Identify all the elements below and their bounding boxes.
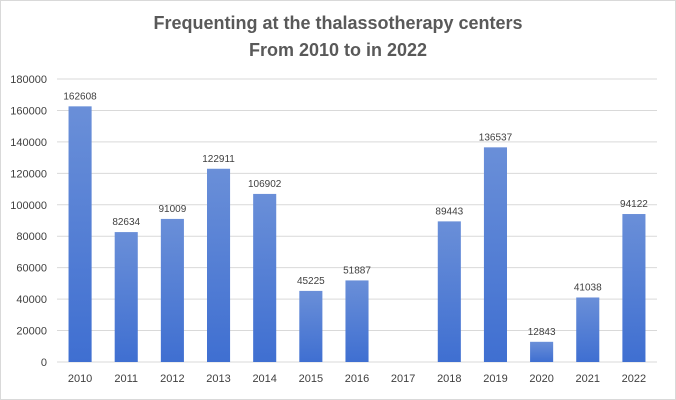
x-tick-label-2022: 2022 xyxy=(622,373,646,385)
y-tick-label: 140000 xyxy=(10,137,47,149)
x-tick-label-2017: 2017 xyxy=(391,373,415,385)
data-label-2014: 106902 xyxy=(248,179,282,190)
data-label-2016: 51887 xyxy=(343,265,371,276)
data-label-2013: 122911 xyxy=(202,154,235,165)
bars xyxy=(68,106,646,362)
data-label-2015: 45225 xyxy=(297,276,325,287)
x-tick-label-2013: 2013 xyxy=(206,373,230,385)
bar-2016 xyxy=(345,280,369,362)
x-tick-label-2021: 2021 xyxy=(576,373,600,385)
x-tick-label-2012: 2012 xyxy=(160,373,184,385)
bar-2018 xyxy=(437,221,461,362)
data-label-2019: 136537 xyxy=(479,132,513,143)
y-tick-label: 160000 xyxy=(10,105,47,117)
x-tick-label-2015: 2015 xyxy=(299,373,323,385)
x-tick-label-2014: 2014 xyxy=(252,373,276,385)
x-tick-label-2016: 2016 xyxy=(345,373,369,385)
data-label-2011: 82634 xyxy=(112,217,140,228)
data-label-2022: 94122 xyxy=(620,199,648,210)
bar-2012 xyxy=(160,218,184,362)
data-label-2010: 162608 xyxy=(63,91,97,102)
data-label-2018: 89443 xyxy=(435,206,463,217)
gridlines xyxy=(57,78,657,363)
bar-2011 xyxy=(114,232,138,362)
x-axis-tick-labels: 2010 2011 2012 2013 2014 2015 2016 2017 2018 2019… xyxy=(68,373,646,385)
bar-2019 xyxy=(483,147,507,362)
y-axis-tick-labels: 0 20000 40000 60000 80000 100000 120000 140000 1… xyxy=(10,74,47,369)
y-tick-label: 60000 xyxy=(16,263,47,275)
bar-2015 xyxy=(299,290,323,362)
x-tick-label-2019: 2019 xyxy=(483,373,507,385)
bar-2022 xyxy=(622,214,646,362)
data-labels: 162608 82634 91009 122911 106902 45225 51887 89… xyxy=(63,91,648,337)
x-tick-label-2018: 2018 xyxy=(437,373,461,385)
x-tick-label-2020: 2020 xyxy=(529,373,553,385)
bar-2014 xyxy=(253,193,277,362)
y-tick-label: 20000 xyxy=(16,326,47,338)
bar-2021 xyxy=(576,297,600,362)
x-tick-label-2011: 2011 xyxy=(114,373,138,385)
bar-2020 xyxy=(530,341,554,362)
bar-2013 xyxy=(207,168,231,362)
x-tick-label-2010: 2010 xyxy=(68,373,92,385)
y-tick-label: 0 xyxy=(41,357,47,369)
chart-title-line-2: From 2010 to in 2022 xyxy=(249,40,427,60)
data-label-2021: 41038 xyxy=(574,282,602,293)
data-label-2012: 91009 xyxy=(158,204,186,215)
y-tick-label: 180000 xyxy=(10,74,47,86)
data-label-2020: 12843 xyxy=(528,327,556,338)
y-tick-label: 40000 xyxy=(16,294,47,306)
chart-title-line-1: Frequenting at the thalassotherapy cente… xyxy=(153,13,522,33)
bar-2010 xyxy=(68,106,92,362)
y-tick-label: 100000 xyxy=(10,200,47,212)
y-tick-label: 80000 xyxy=(16,231,47,243)
y-tick-label: 120000 xyxy=(10,168,47,180)
